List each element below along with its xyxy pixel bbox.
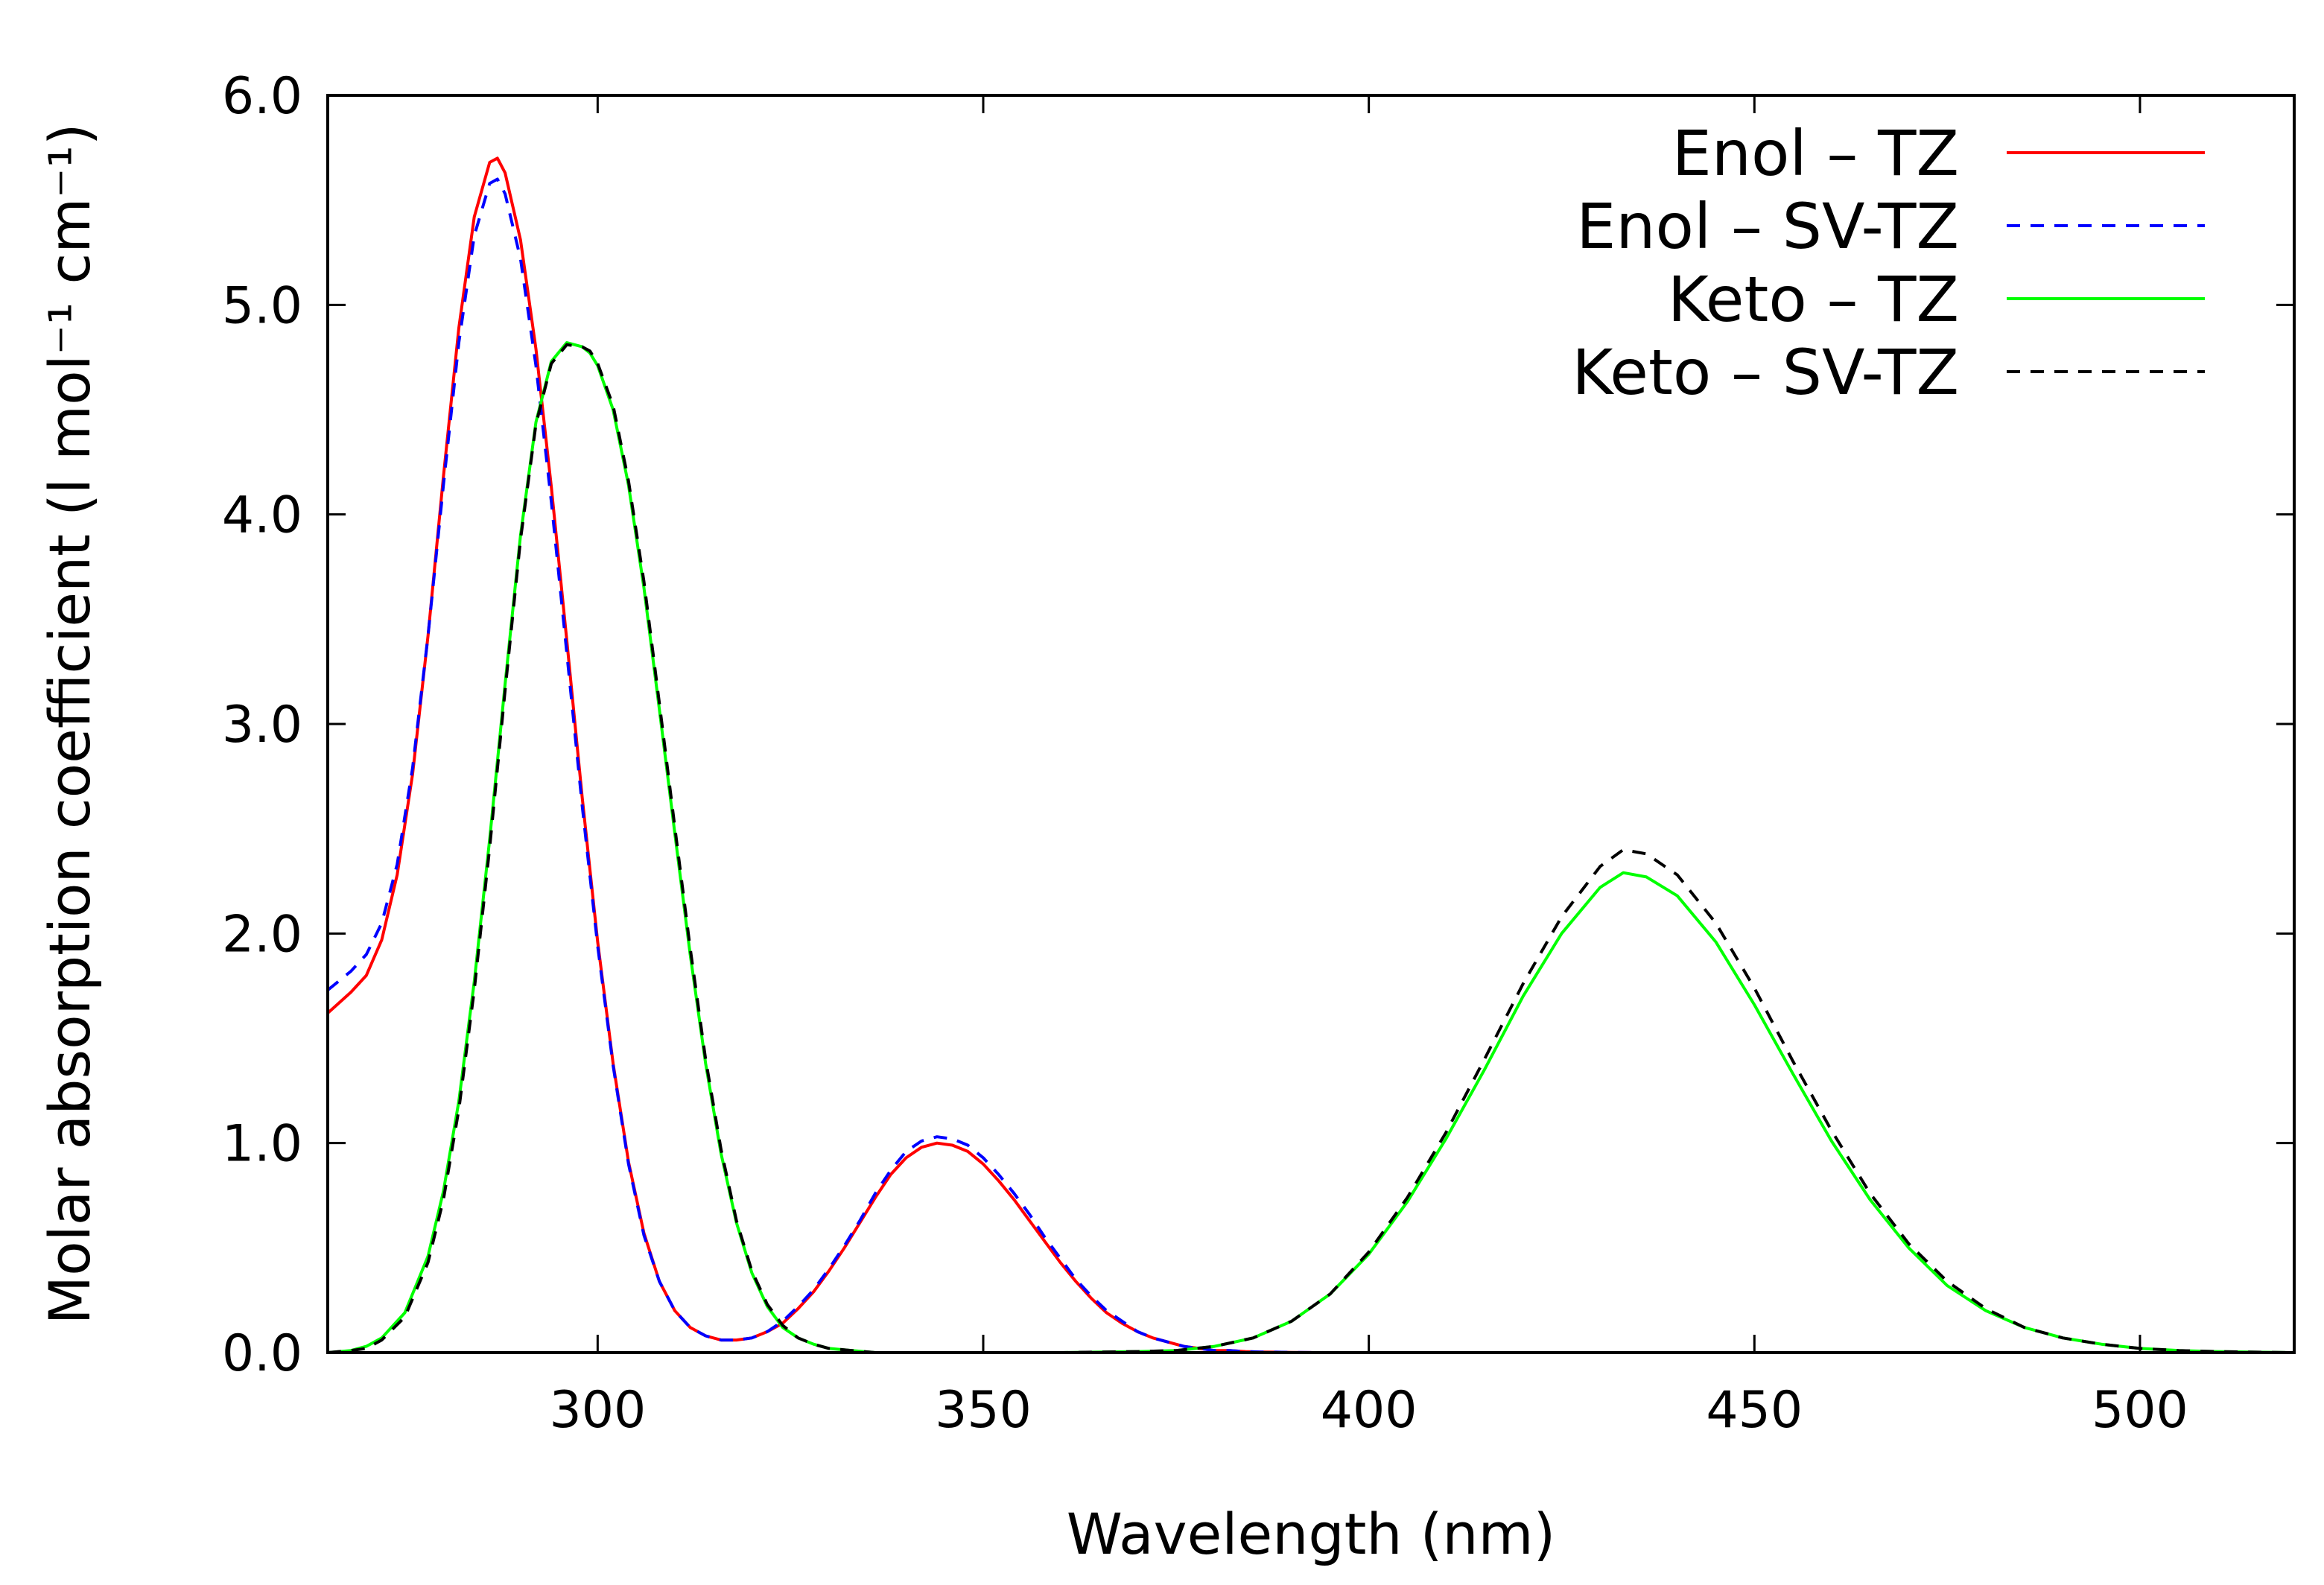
axis-ticks <box>328 94 2294 1354</box>
x-tick-label: 400 <box>1321 1381 1417 1440</box>
y-axis-title: Molar absorption coefficient (l mol⁻¹ cm… <box>36 124 103 1325</box>
y-tick-label: 3.0 <box>222 696 302 755</box>
legend-label-0: Enol – TZ <box>1672 117 1959 190</box>
series-line-3 <box>328 343 2294 1353</box>
legend-label-1: Enol – SV-TZ <box>1576 190 1959 263</box>
x-tick-label: 500 <box>2092 1381 2188 1440</box>
series-line-0 <box>328 156 2294 1353</box>
y-tick-label: 6.0 <box>222 67 302 126</box>
series-layer <box>328 156 2294 1353</box>
x-tick-label: 300 <box>549 1381 646 1440</box>
x-tick-label: 350 <box>935 1381 1032 1440</box>
x-axis-title: Wavelength (nm) <box>1067 1501 1556 1567</box>
y-tick-label: 0.0 <box>222 1324 302 1383</box>
y-tick-label: 1.0 <box>222 1115 302 1174</box>
series-line-1 <box>328 177 2294 1353</box>
plot-frame <box>326 94 2296 1354</box>
series-line-2 <box>328 341 2294 1353</box>
tick-labels: 0.0 1.0 2.0 3.0 4.0 5.0 6.0 300 350 400 450 500 <box>222 67 2188 1440</box>
y-tick-label: 5.0 <box>222 276 302 335</box>
y-tick-label: 4.0 <box>222 486 302 545</box>
y-tick-label: 2.0 <box>222 905 302 964</box>
legend-label-2: Keto – TZ <box>1668 263 1959 336</box>
legend-label-3: Keto – SV-TZ <box>1572 336 1959 409</box>
x-tick-label: 450 <box>1706 1381 1803 1440</box>
